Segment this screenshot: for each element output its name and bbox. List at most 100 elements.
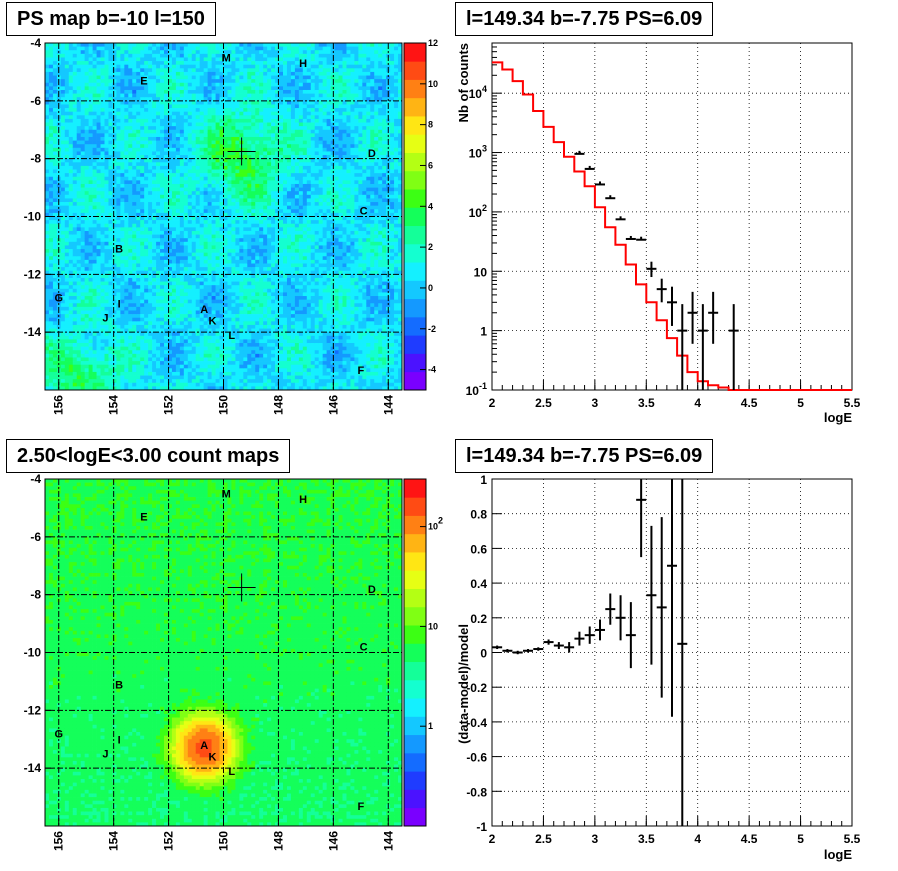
map-pixel <box>77 376 81 380</box>
map-pixel <box>81 332 85 336</box>
map-pixel <box>69 383 73 387</box>
map-pixel <box>101 108 105 112</box>
map-pixel <box>97 83 101 87</box>
map-pixel <box>124 217 128 221</box>
map-pixel <box>65 90 69 94</box>
map-pixel <box>208 365 212 369</box>
map-pixel <box>224 325 228 329</box>
map-pixel <box>148 357 152 361</box>
map-pixel <box>128 47 132 51</box>
map-pixel <box>224 65 228 69</box>
map-pixel <box>188 94 192 98</box>
map-pixel <box>132 79 136 83</box>
map-pixel <box>164 347 168 351</box>
map-pixel <box>53 314 57 318</box>
map-pixel <box>184 54 188 58</box>
map-pixel <box>176 133 180 137</box>
map-pixel <box>204 177 208 181</box>
map-pixel <box>93 307 97 311</box>
map-pixel <box>224 162 228 166</box>
map-pixel <box>112 184 116 188</box>
map-pixel <box>188 108 192 112</box>
map-pixel <box>208 347 212 351</box>
map-pixel <box>188 289 192 293</box>
map-pixel <box>136 159 140 163</box>
map-pixel <box>93 43 97 47</box>
map-pixel <box>105 123 109 127</box>
map-pixel <box>208 133 212 137</box>
map-pixel <box>120 148 124 152</box>
map-pixel <box>53 191 57 195</box>
map-pixel <box>49 209 53 213</box>
map-pixel <box>224 332 228 336</box>
map-pixel <box>204 318 208 322</box>
map-pixel <box>69 151 73 155</box>
map-pixel <box>45 310 49 314</box>
map-pixel <box>212 126 216 130</box>
map-pixel <box>172 318 176 322</box>
map-pixel <box>108 57 112 61</box>
map-pixel <box>77 61 81 65</box>
map-pixel <box>164 379 168 383</box>
map-pixel <box>124 285 128 289</box>
map-pixel <box>144 325 148 329</box>
map-pixel <box>112 357 116 361</box>
map-pixel <box>176 365 180 369</box>
map-pixel <box>116 321 120 325</box>
map-pixel <box>89 318 93 322</box>
map-pixel <box>105 235 109 239</box>
map-pixel <box>208 144 212 148</box>
map-pixel <box>208 289 212 293</box>
map-pixel <box>85 245 89 249</box>
map-pixel <box>49 101 53 105</box>
map-pixel <box>224 227 228 231</box>
map-pixel <box>148 325 152 329</box>
map-pixel <box>136 314 140 318</box>
map-pixel <box>85 300 89 304</box>
map-pixel <box>108 209 112 213</box>
map-pixel <box>97 339 101 343</box>
map-pixel <box>77 217 81 221</box>
map-pixel <box>208 184 212 188</box>
map-pixel <box>69 144 73 148</box>
map-pixel <box>200 159 204 163</box>
map-pixel <box>216 148 220 152</box>
map-pixel <box>132 162 136 166</box>
map-pixel <box>77 68 81 72</box>
map-pixel <box>89 253 93 257</box>
map-pixel <box>152 296 156 300</box>
map-pixel <box>49 350 53 354</box>
map-pixel <box>136 133 140 137</box>
map-pixel <box>224 253 228 257</box>
map-pixel <box>140 303 144 307</box>
map-pixel <box>97 68 101 72</box>
map-pixel <box>61 285 65 289</box>
map-pixel <box>200 357 204 361</box>
map-pixel <box>97 43 101 47</box>
map-pixel <box>124 350 128 354</box>
map-pixel <box>108 68 112 72</box>
map-pixel <box>176 79 180 83</box>
map-pixel <box>128 72 132 76</box>
map-pixel <box>196 166 200 170</box>
map-pixel <box>148 296 152 300</box>
map-pixel <box>224 242 228 246</box>
map-pixel <box>164 76 168 80</box>
map-pixel <box>136 90 140 94</box>
map-pixel <box>200 224 204 228</box>
map-pixel <box>216 79 220 83</box>
map-pixel <box>116 379 120 383</box>
map-pixel <box>140 123 144 127</box>
map-pixel <box>148 198 152 202</box>
map-pixel <box>224 347 228 351</box>
map-pixel <box>200 296 204 300</box>
map-pixel <box>176 151 180 155</box>
map-pixel <box>128 79 132 83</box>
map-pixel <box>73 61 77 65</box>
map-pixel <box>176 253 180 257</box>
map-pixel <box>65 307 69 311</box>
map-pixel <box>184 368 188 372</box>
map-pixel <box>136 151 140 155</box>
map-pixel <box>65 274 69 278</box>
map-pixel <box>152 206 156 210</box>
